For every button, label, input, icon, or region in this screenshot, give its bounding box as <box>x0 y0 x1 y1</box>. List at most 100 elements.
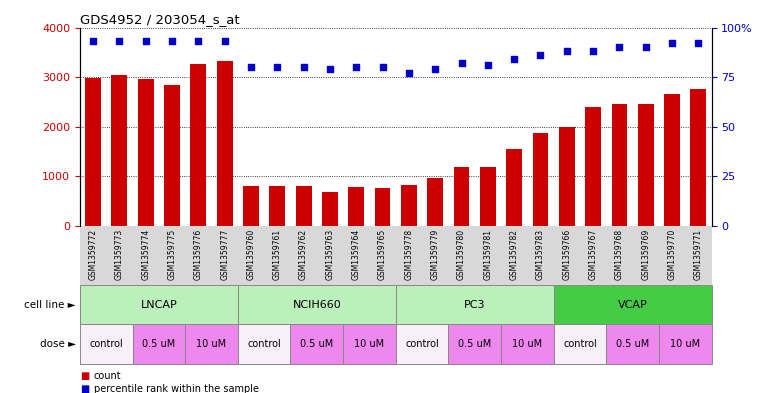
Bar <box>559 127 575 226</box>
Text: percentile rank within the sample: percentile rank within the sample <box>94 384 259 393</box>
Bar <box>269 186 285 226</box>
Text: GSM1359781: GSM1359781 <box>483 229 492 280</box>
Bar <box>132 324 185 364</box>
Text: GSM1359778: GSM1359778 <box>404 229 413 280</box>
Bar <box>80 285 238 324</box>
Text: control: control <box>247 339 281 349</box>
Point <box>350 64 362 70</box>
Text: GSM1359777: GSM1359777 <box>220 229 229 280</box>
Text: GDS4952 / 203054_s_at: GDS4952 / 203054_s_at <box>80 13 240 26</box>
Bar <box>607 324 659 364</box>
Text: 0.5 uM: 0.5 uM <box>300 339 333 349</box>
Text: count: count <box>94 371 121 381</box>
Bar <box>401 185 417 226</box>
Text: ■: ■ <box>80 371 89 381</box>
Bar <box>612 104 627 226</box>
Text: GSM1359779: GSM1359779 <box>431 229 440 280</box>
Bar <box>454 167 470 226</box>
Bar <box>80 324 132 364</box>
Bar <box>533 133 549 226</box>
Text: GSM1359775: GSM1359775 <box>167 229 177 280</box>
Bar <box>291 324 343 364</box>
Bar <box>664 94 680 226</box>
Text: VCAP: VCAP <box>618 299 648 310</box>
Text: GSM1359763: GSM1359763 <box>326 229 334 280</box>
Text: 10 uM: 10 uM <box>670 339 700 349</box>
Point <box>324 66 336 72</box>
Text: dose ►: dose ► <box>40 339 76 349</box>
Bar <box>690 89 706 226</box>
Point <box>193 38 205 44</box>
Bar <box>480 167 495 226</box>
Text: 10 uM: 10 uM <box>196 339 227 349</box>
Text: ■: ■ <box>80 384 89 393</box>
Bar <box>243 186 259 226</box>
Text: GSM1359772: GSM1359772 <box>88 229 97 280</box>
Point <box>508 56 521 62</box>
Text: GSM1359768: GSM1359768 <box>615 229 624 280</box>
Point <box>429 66 441 72</box>
Point <box>298 64 310 70</box>
Point <box>113 38 126 44</box>
Point <box>87 38 99 44</box>
Bar <box>554 285 712 324</box>
Point <box>377 64 389 70</box>
Point <box>613 44 626 50</box>
Point <box>245 64 257 70</box>
Text: GSM1359780: GSM1359780 <box>457 229 466 280</box>
Point <box>666 40 678 46</box>
Point <box>455 60 467 66</box>
Text: 0.5 uM: 0.5 uM <box>458 339 492 349</box>
Point <box>403 70 415 76</box>
Text: GSM1359771: GSM1359771 <box>694 229 703 280</box>
Bar <box>185 324 237 364</box>
Point <box>271 64 283 70</box>
Text: control: control <box>563 339 597 349</box>
Bar <box>659 324 712 364</box>
Text: GSM1359767: GSM1359767 <box>588 229 597 280</box>
Bar <box>638 105 654 226</box>
Point <box>166 38 178 44</box>
Point <box>640 44 652 50</box>
Text: GSM1359770: GSM1359770 <box>667 229 677 280</box>
Bar <box>237 285 396 324</box>
Bar <box>396 285 554 324</box>
Point <box>534 52 546 59</box>
Bar <box>396 324 448 364</box>
Text: GSM1359776: GSM1359776 <box>194 229 203 280</box>
Bar <box>138 79 154 226</box>
Text: GSM1359765: GSM1359765 <box>378 229 387 280</box>
Text: control: control <box>89 339 123 349</box>
Point <box>693 40 705 46</box>
Bar <box>501 324 554 364</box>
Bar <box>343 324 396 364</box>
Bar <box>237 324 291 364</box>
Point <box>218 38 231 44</box>
Point <box>561 48 573 55</box>
Text: GSM1359783: GSM1359783 <box>536 229 545 280</box>
Text: 0.5 uM: 0.5 uM <box>142 339 176 349</box>
Bar <box>85 78 101 226</box>
Bar <box>322 192 338 226</box>
Text: 10 uM: 10 uM <box>355 339 384 349</box>
Text: GSM1359760: GSM1359760 <box>247 229 256 280</box>
Point <box>482 62 494 68</box>
Text: PC3: PC3 <box>464 299 486 310</box>
Bar <box>190 64 206 226</box>
Bar <box>506 149 522 226</box>
Bar <box>448 324 501 364</box>
Bar <box>374 188 390 226</box>
Text: GSM1359782: GSM1359782 <box>510 229 519 280</box>
Text: GSM1359769: GSM1359769 <box>642 229 650 280</box>
Bar <box>164 85 180 226</box>
Text: GSM1359761: GSM1359761 <box>272 229 282 280</box>
Bar <box>296 186 311 226</box>
Text: NCIH660: NCIH660 <box>292 299 341 310</box>
Text: GSM1359766: GSM1359766 <box>562 229 572 280</box>
Bar <box>554 324 607 364</box>
Bar <box>428 178 443 226</box>
Point <box>587 48 599 55</box>
Bar <box>585 107 601 226</box>
Bar <box>217 61 233 226</box>
Bar <box>349 187 365 226</box>
